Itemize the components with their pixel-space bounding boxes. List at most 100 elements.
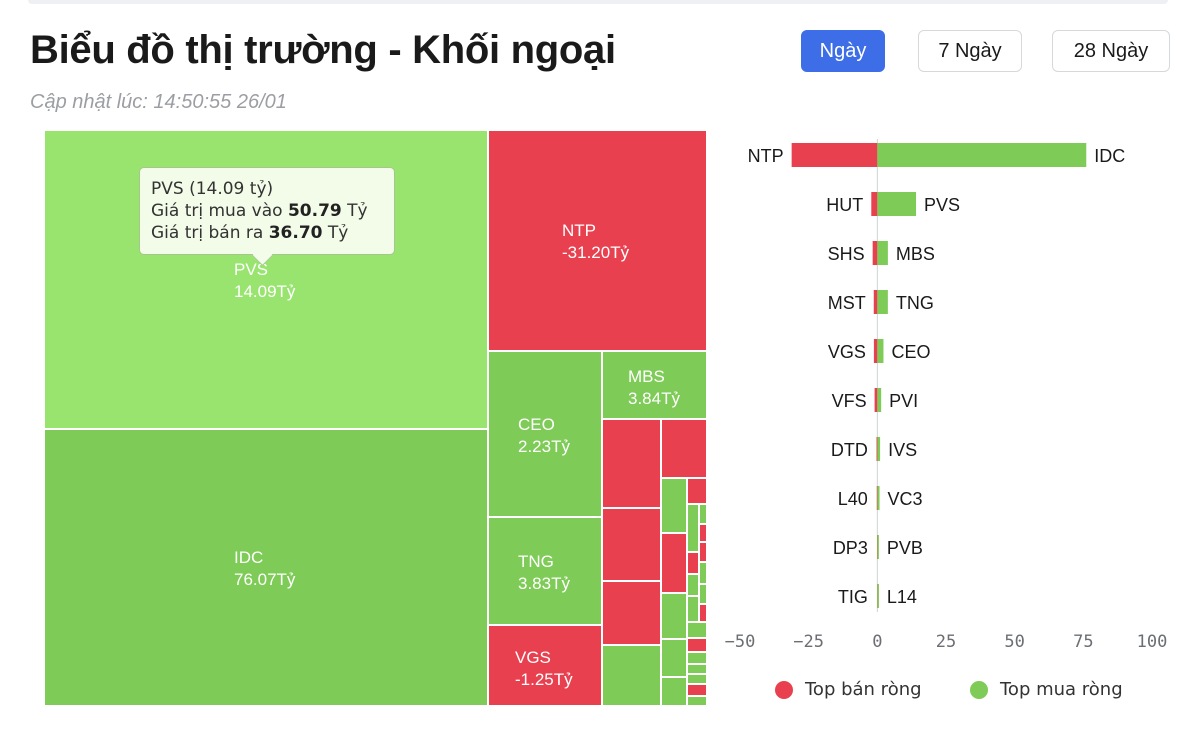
treemap-name: NTP (562, 221, 596, 240)
treemap-label-tng: TNG 3.83Tỷ (518, 551, 570, 595)
treemap-cell-vgs[interactable] (488, 625, 602, 706)
tooltip-title: PVS (14.09 tỷ) (151, 179, 274, 199)
treemap-cell-small[interactable] (687, 638, 707, 652)
sell-category-label: VFS (832, 391, 867, 411)
treemap-value: 76.07Tỷ (234, 570, 296, 589)
buy-category-label: MBS (896, 244, 935, 264)
treemap-value: 3.84Tỷ (628, 389, 680, 408)
treemap-cell-small[interactable] (687, 574, 699, 596)
buy-bar-mbs[interactable] (877, 241, 888, 265)
treemap-cell-small[interactable] (661, 419, 707, 478)
x-tick-label: 75 (1073, 632, 1093, 652)
buy-category-label: VC3 (888, 489, 923, 509)
treemap-value: -31.20Tỷ (562, 243, 630, 262)
tooltip-buy-value: 50.79 (287, 201, 342, 221)
treemap-cell-small[interactable] (602, 419, 661, 508)
treemap-cell-small[interactable] (602, 581, 661, 645)
buy-bar-ceo[interactable] (877, 339, 884, 363)
treemap-name: PVS (234, 260, 269, 279)
treemap-chart: PVS 14.09Tỷ IDC 76.07Tỷ NTP -31.20Tỷ CEO… (44, 130, 707, 706)
treemap-cell-tng[interactable] (488, 517, 602, 625)
page-title: Biểu đồ thị trường - Khối ngoại (30, 28, 616, 72)
sell-category-label: L40 (838, 489, 868, 509)
tooltip-sell-label: Giá trị bán ra (151, 223, 269, 243)
treemap-cell-small[interactable] (661, 677, 687, 706)
treemap-cell-small[interactable] (687, 684, 707, 696)
buy-bar-vc3[interactable] (877, 486, 880, 510)
buy-bar-ivs[interactable] (877, 437, 881, 461)
sell-category-label: MST (828, 293, 866, 313)
sell-category-label: SHS (828, 244, 865, 264)
treemap-label-vgs: VGS -1.25Tỷ (515, 647, 573, 691)
sell-bar-vfs[interactable] (874, 388, 878, 412)
treemap-cell-small[interactable] (661, 478, 687, 533)
buy-bar-pvs[interactable] (877, 192, 917, 216)
legend-sell-label: Top bán ròng (805, 679, 922, 700)
treemap-cell-mbs[interactable] (602, 351, 707, 419)
buy-category-label: IDC (1094, 146, 1125, 166)
treemap-cell-idc[interactable] (44, 429, 488, 706)
treemap-cell-small[interactable] (602, 508, 661, 581)
tab-7-days[interactable]: 7 Ngày (918, 30, 1022, 72)
tooltip-buy-line: Giá trị mua vào 50.79 Tỷ (151, 200, 383, 222)
legend-sell-dot (775, 680, 793, 699)
treemap-cell-ntp[interactable] (488, 130, 707, 351)
tab-28-days[interactable]: 28 Ngày (1052, 30, 1170, 72)
treemap-value: -1.25Tỷ (515, 670, 573, 689)
treemap-name: CEO (518, 415, 555, 434)
buy-bar-pvi[interactable] (877, 388, 882, 412)
tooltip-buy-unit: Tỷ (341, 201, 368, 221)
treemap-name: TNG (518, 552, 554, 571)
sell-bar-vgs[interactable] (873, 339, 878, 363)
x-tick-label: −25 (793, 632, 824, 652)
treemap-cell-small[interactable] (699, 542, 707, 562)
treemap-cell-small[interactable] (687, 622, 707, 638)
buy-bar-idc[interactable] (877, 143, 1087, 167)
buy-bar-pvb[interactable] (877, 535, 879, 559)
tooltip-sell-value: 36.70 (268, 223, 323, 243)
treemap-cell-small[interactable] (699, 604, 707, 622)
sell-category-label: TIG (838, 587, 868, 607)
treemap-cell-ceo[interactable] (488, 351, 602, 517)
treemap-value: 14.09Tỷ (234, 282, 296, 301)
treemap-cell-small[interactable] (661, 639, 687, 677)
tab-day[interactable]: Ngày (801, 30, 885, 72)
treemap-cell-small[interactable] (602, 645, 661, 706)
x-tick-label: 0 (872, 632, 882, 652)
treemap-cell-small[interactable] (687, 552, 699, 574)
treemap-cell-small[interactable] (699, 524, 707, 542)
treemap-cell-small[interactable] (661, 593, 687, 639)
treemap-cell-small[interactable] (687, 664, 707, 674)
treemap-name: VGS (515, 648, 551, 667)
treemap-cell-small[interactable] (687, 652, 707, 664)
tooltip-sell-line: Giá trị bán ra 36.70 Tỷ (151, 222, 383, 244)
treemap-cell-small[interactable] (687, 596, 699, 622)
treemap-value: 3.83Tỷ (518, 574, 570, 593)
treemap-cell-small[interactable] (699, 584, 707, 604)
treemap-cell-small[interactable] (687, 696, 707, 706)
buy-bar-tng[interactable] (877, 290, 888, 314)
x-tick-label: −50 (725, 632, 756, 652)
treemap-cell-small[interactable] (699, 562, 707, 584)
legend-buy-label: Top mua ròng (1000, 679, 1123, 700)
top-divider (28, 0, 1168, 4)
treemap-cell-small[interactable] (687, 674, 707, 684)
sell-bar-mst[interactable] (873, 290, 878, 314)
update-timestamp: Cập nhật lúc: 14:50:55 26/01 (30, 91, 287, 113)
treemap-label-pvs: PVS 14.09Tỷ (234, 259, 295, 303)
treemap-cell-small[interactable] (661, 533, 687, 593)
sell-category-label: DTD (831, 440, 868, 460)
sell-bar-shs[interactable] (872, 241, 878, 265)
buy-category-label: PVS (924, 195, 960, 215)
net-flow-bar-chart: NTP IDC HUT PVS SHS MBS MST TNG VGS CEO VFS PVI DTD I… (725, 139, 1167, 652)
treemap-cell-small[interactable] (687, 478, 707, 504)
buy-bar-l14[interactable] (877, 584, 879, 608)
sell-bar-hut[interactable] (871, 192, 878, 216)
legend-buy[interactable]: Top mua ròng (970, 679, 1123, 700)
tooltip-sell-unit: Tỷ (322, 223, 349, 243)
treemap-cell-small[interactable] (687, 504, 699, 552)
sell-bar-ntp[interactable] (791, 143, 878, 167)
sell-bar-dtd[interactable] (876, 437, 879, 461)
legend-sell[interactable]: Top bán ròng (775, 679, 922, 700)
treemap-cell-small[interactable] (699, 504, 707, 524)
